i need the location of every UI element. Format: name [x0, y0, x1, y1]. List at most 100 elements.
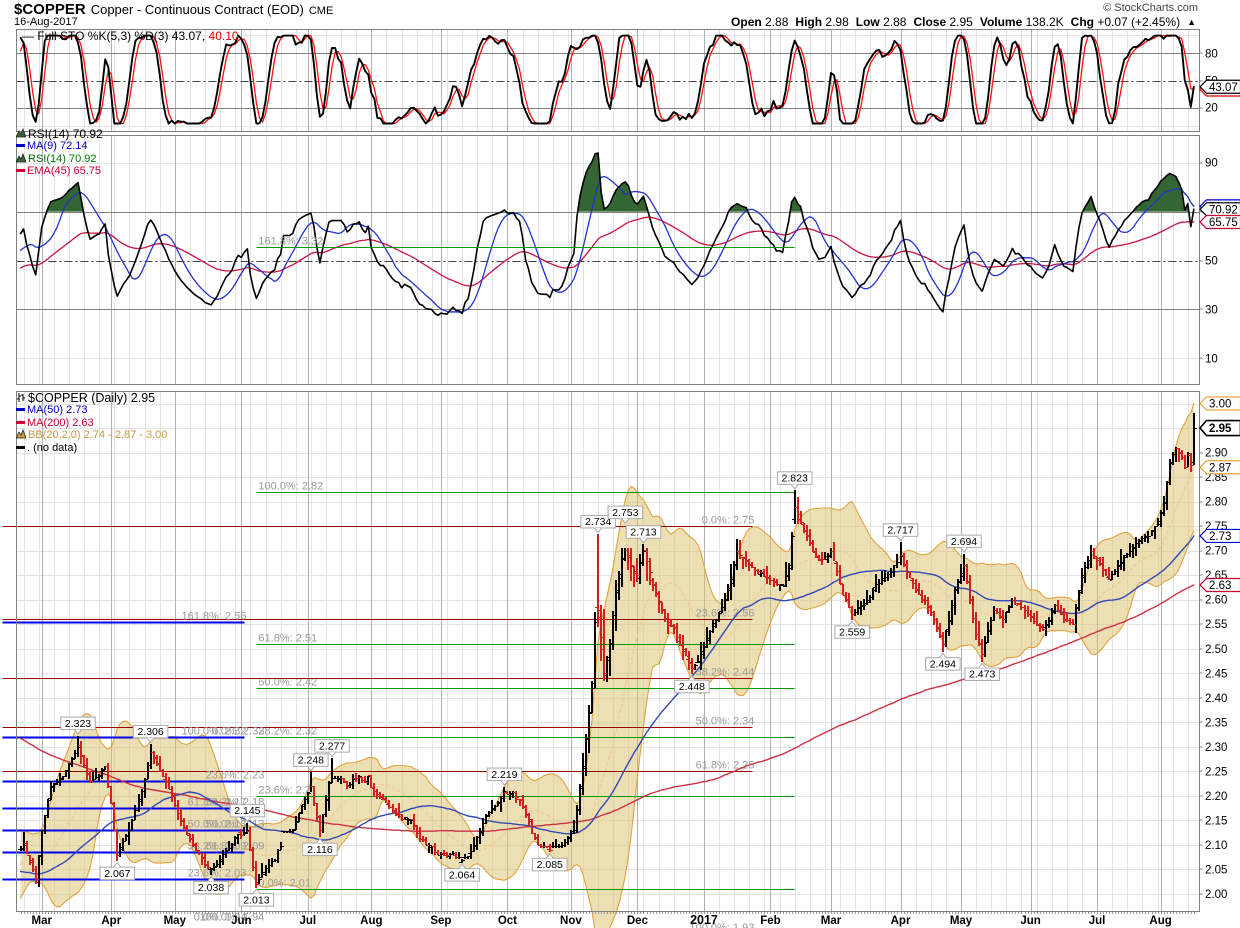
area-swatch-icon — [16, 128, 26, 138]
line-swatch-icon — [16, 420, 25, 424]
x-axis-month-label: Jun — [231, 915, 251, 927]
rsi-legend-item-0: RSI(14) 70.92 — [16, 128, 103, 140]
price-callout-text: 2.823 — [782, 473, 808, 485]
x-axis-month-label: Jul — [300, 915, 317, 927]
x-axis-month-label: Jul — [1089, 915, 1106, 927]
x-axis-month-label: Dec — [627, 915, 649, 927]
fib-level-label: 23.6%: 2.56 — [696, 608, 755, 620]
fib-level-label: 100.0%: 1.94 — [199, 912, 264, 924]
price-legend-item-2: MA(200) 2.63 — [16, 417, 167, 429]
value-flag — [1199, 396, 1240, 411]
price-callout-text: 2.064 — [449, 869, 475, 881]
y-axis-label: 2.30 — [1205, 742, 1227, 754]
y-axis-label: 2.35 — [1205, 717, 1227, 729]
rsi-overbought-fill — [46, 153, 1194, 212]
fib-level-label: 100.0%: 1.93 — [690, 922, 755, 928]
y-axis-label: 2.10 — [1205, 840, 1227, 852]
fib-level-label: 50.0%: 2.34 — [696, 716, 755, 728]
area-swatch-icon — [16, 152, 26, 163]
value-flag — [1199, 460, 1240, 475]
value-flag-text: 65.75 — [1209, 217, 1238, 229]
value-flag — [1199, 214, 1240, 230]
price-callout-text: 2.559 — [839, 627, 865, 639]
area-swatch-icon — [16, 429, 26, 439]
value-flag-text: 2.95 — [1209, 423, 1232, 435]
rsi-series — [19, 152, 1195, 317]
fib-level-label: 0.0%: 2.01 — [258, 878, 311, 890]
quote-high-value: 2.98 — [825, 15, 849, 29]
quote-volume-value: 138.2K — [1025, 15, 1064, 29]
x-axis-month-label: Oct — [498, 915, 517, 927]
rsi-legend-item-2: RSI(14) 70.92 — [16, 152, 103, 165]
ohlc-swatch-icon — [16, 392, 26, 403]
price-callout-text: 2.067 — [104, 868, 130, 880]
x-axis-month-label: Feb — [760, 915, 780, 927]
quote-close-label: Close — [913, 15, 950, 29]
quote-close-value: 2.95 — [949, 15, 973, 29]
price-panel: 161.8%: 3.32 100.0%: 2.82 61.8%: 2.51 50.0%… — [2, 236, 1240, 928]
price-callout-text: 2.713 — [630, 526, 656, 538]
x-axis-month-label: Mar — [32, 915, 53, 927]
x-axis-month-label: Nov — [560, 915, 582, 927]
price-legend-item-4: . (no data) — [16, 442, 167, 454]
fib-level-label: 0.0%: 2.75 — [702, 515, 755, 527]
fib-level-label: 61.8%: 2.51 — [258, 633, 317, 645]
line-swatch-icon — [16, 144, 25, 148]
value-flag — [1199, 79, 1240, 94]
quote-high-label: High — [795, 15, 826, 29]
y-axis-label: 2.40 — [1205, 693, 1227, 705]
rsi-legend-item-3: EMA(45) 65.75 — [16, 165, 103, 177]
rsi-legend-item-label: RSI(14) 70.92 — [28, 127, 103, 141]
x-axis-month-label: 2017 — [690, 913, 718, 927]
y-axis-label: 50 — [1205, 256, 1218, 268]
value-flag — [1199, 528, 1240, 544]
y-axis-label: 2.00 — [1205, 889, 1227, 901]
fib-level-label: 100.0%: 2.82 — [258, 481, 323, 493]
title-bar: $COPPER Copper - Continuous Contract (EOD… — [14, 1, 333, 18]
price-callout-text: 2.145 — [234, 805, 260, 817]
y-axis-label: 10 — [1205, 353, 1218, 365]
price-callout-text: 2.306 — [137, 726, 163, 738]
price-legend-item-label: $COPPER (Daily) 2.95 — [28, 391, 156, 405]
value-flag-text: 70.92 — [1209, 204, 1238, 216]
price-legend-item-0: $COPPER (Daily) 2.95 — [16, 392, 167, 404]
value-flag — [1199, 202, 1240, 217]
y-axis-label: 20 — [1205, 103, 1218, 115]
y-axis-label: 2.90 — [1205, 448, 1227, 460]
fib-level-label: 161.8%: 3.32 — [258, 236, 323, 248]
value-flag-text: 2.63 — [1209, 580, 1231, 592]
price-callout-text: 2.116 — [307, 844, 333, 856]
value-flag-text: 43.07 — [1209, 82, 1238, 94]
y-axis-label: 2.45 — [1205, 668, 1227, 680]
price-legend-item-label: MA(200) 2.63 — [27, 416, 94, 429]
price-legend-item-label: BB(20,2.0) 2.74 - 2.87 - 3.00 — [28, 429, 168, 442]
y-axis-label: 2.15 — [1205, 815, 1227, 827]
quote-open-label: Open — [731, 15, 766, 29]
quote-line: Open 2.88 High 2.98 Low 2.88 Close 2.95 Volu… — [731, 15, 1196, 29]
price-callout-text: 2.734 — [585, 516, 611, 528]
y-axis-label: 2.80 — [1205, 497, 1227, 509]
fib-level-label: 161.8%: 2.56 — [181, 611, 246, 623]
line-swatch-icon — [16, 408, 25, 412]
y-axis-label: 2.50 — [1205, 644, 1227, 656]
value-flag — [1199, 577, 1240, 593]
price-callout-text: 2.085 — [537, 859, 563, 871]
stockcharts-credit: © StockCharts.com — [1103, 2, 1198, 14]
price-legend-item-3: BB(20,2.0) 2.74 - 2.87 - 3.00 — [16, 429, 167, 441]
rsi-axis: 9070503010 — [1199, 158, 1218, 365]
y-axis-label: 90 — [1205, 158, 1218, 170]
value-flag-text: 2.87 — [1209, 462, 1231, 474]
line-swatch-icon — [16, 445, 25, 449]
x-axis-month-label: Sep — [430, 915, 451, 927]
x-axis-month-label: Apr — [891, 915, 911, 927]
rsi-legend-item-label: RSI(14) 70.92 — [28, 152, 97, 165]
x-axis-month-label: May — [164, 915, 187, 927]
chart-date: 16-Aug-2017 — [14, 16, 78, 28]
fib-level-label: 50.0%: 2.42 — [258, 677, 317, 689]
x-axis-month-label: Mar — [821, 915, 842, 927]
price-flags: 3.00 2.87 2.73 2.63 2.95 — [1198, 396, 1240, 593]
value-flag-text: 3.00 — [1209, 399, 1231, 411]
